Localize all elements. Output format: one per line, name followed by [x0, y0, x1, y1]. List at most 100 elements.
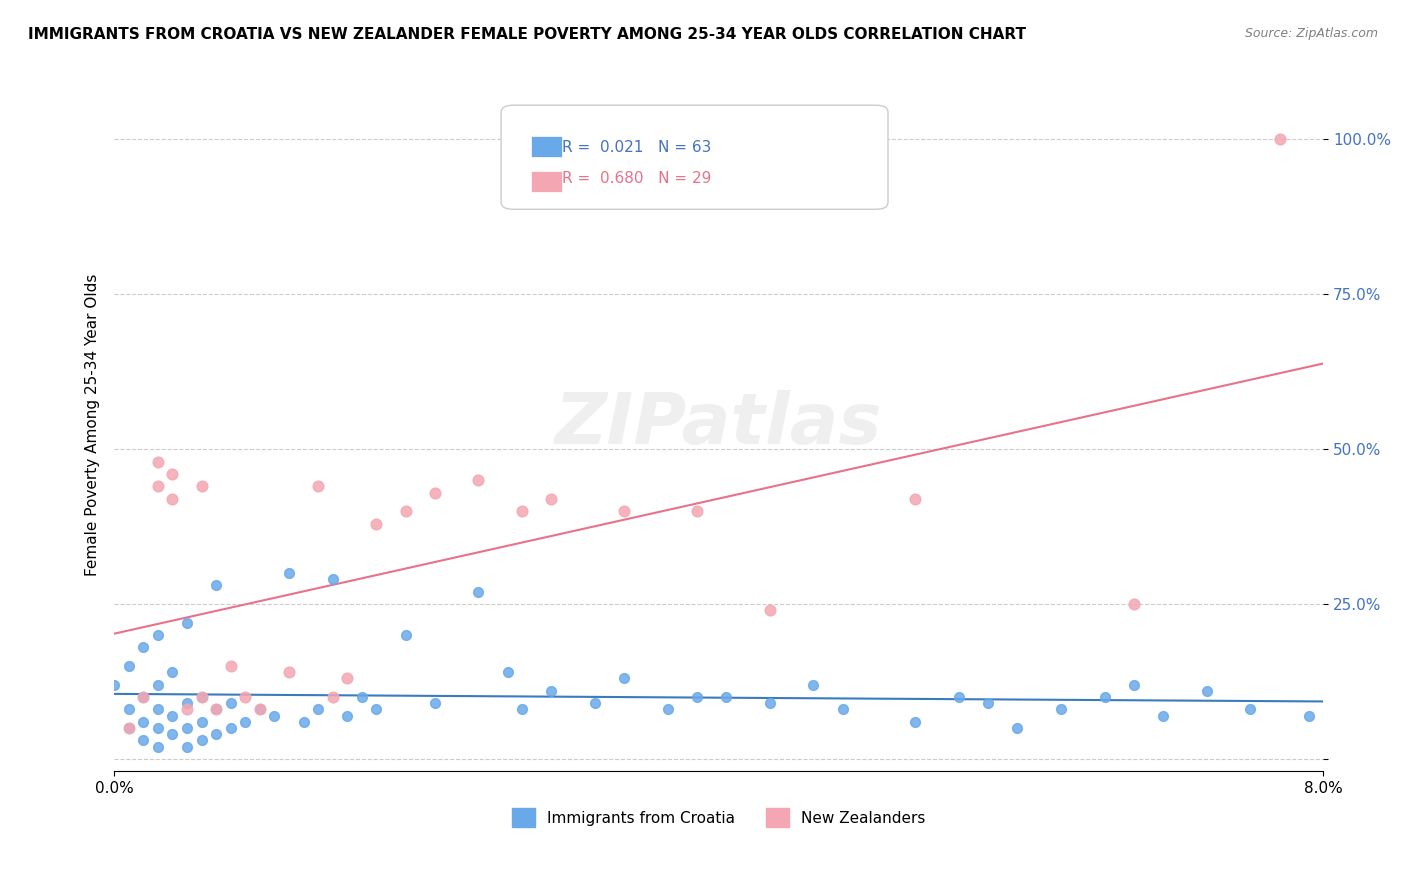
New Zealanders	[336, 672, 359, 686]
Immigrants from Croatia	[278, 566, 301, 580]
Y-axis label: Female Poverty Among 25-34 Year Olds: Female Poverty Among 25-34 Year Olds	[86, 273, 100, 575]
Immigrants from Croatia	[118, 721, 141, 735]
Text: R =  0.021   N = 63: R = 0.021 N = 63	[561, 140, 711, 155]
New Zealanders	[423, 485, 446, 500]
Immigrants from Croatia	[496, 665, 519, 680]
Immigrants from Croatia	[540, 683, 562, 698]
Immigrants from Croatia	[190, 733, 212, 747]
New Zealanders	[190, 479, 212, 493]
FancyBboxPatch shape	[531, 171, 561, 192]
Immigrants from Croatia	[132, 640, 155, 655]
New Zealanders	[1268, 132, 1291, 146]
Immigrants from Croatia	[350, 690, 373, 704]
Immigrants from Croatia	[205, 578, 228, 592]
Immigrants from Croatia	[103, 678, 125, 692]
New Zealanders	[540, 491, 562, 506]
Immigrants from Croatia	[977, 696, 1000, 710]
Immigrants from Croatia	[1007, 721, 1029, 735]
Immigrants from Croatia	[118, 659, 141, 673]
Immigrants from Croatia	[714, 690, 737, 704]
New Zealanders	[904, 491, 927, 506]
Immigrants from Croatia	[219, 696, 242, 710]
New Zealanders	[146, 454, 169, 468]
Immigrants from Croatia	[1298, 708, 1320, 723]
Immigrants from Croatia	[1152, 708, 1174, 723]
New Zealanders	[758, 603, 780, 617]
Immigrants from Croatia	[118, 702, 141, 716]
Immigrants from Croatia	[613, 672, 636, 686]
Immigrants from Croatia	[1050, 702, 1073, 716]
Immigrants from Croatia	[686, 690, 709, 704]
Immigrants from Croatia	[831, 702, 853, 716]
New Zealanders	[366, 516, 388, 531]
Immigrants from Croatia	[132, 714, 155, 729]
New Zealanders	[278, 665, 301, 680]
New Zealanders	[219, 659, 242, 673]
New Zealanders	[322, 690, 344, 704]
New Zealanders	[613, 504, 636, 518]
Immigrants from Croatia	[263, 708, 285, 723]
Immigrants from Croatia	[394, 628, 416, 642]
Immigrants from Croatia	[292, 714, 315, 729]
Text: Source: ZipAtlas.com: Source: ZipAtlas.com	[1244, 27, 1378, 40]
New Zealanders	[1122, 597, 1144, 611]
New Zealanders	[190, 690, 212, 704]
New Zealanders	[162, 491, 184, 506]
Immigrants from Croatia	[1094, 690, 1116, 704]
Immigrants from Croatia	[162, 665, 184, 680]
Immigrants from Croatia	[190, 714, 212, 729]
Immigrants from Croatia	[366, 702, 388, 716]
Immigrants from Croatia	[132, 690, 155, 704]
Immigrants from Croatia	[162, 727, 184, 741]
New Zealanders	[467, 473, 489, 487]
Immigrants from Croatia	[322, 572, 344, 586]
Immigrants from Croatia	[1195, 683, 1218, 698]
New Zealanders	[176, 702, 198, 716]
Immigrants from Croatia	[803, 678, 825, 692]
New Zealanders	[132, 690, 155, 704]
Immigrants from Croatia	[146, 678, 169, 692]
New Zealanders	[307, 479, 329, 493]
Immigrants from Croatia	[1239, 702, 1261, 716]
New Zealanders	[394, 504, 416, 518]
Immigrants from Croatia	[205, 727, 228, 741]
Immigrants from Croatia	[307, 702, 329, 716]
Immigrants from Croatia	[233, 714, 256, 729]
Immigrants from Croatia	[146, 739, 169, 754]
Text: R =  0.680   N = 29: R = 0.680 N = 29	[561, 171, 711, 186]
Immigrants from Croatia	[219, 721, 242, 735]
Immigrants from Croatia	[758, 696, 780, 710]
Immigrants from Croatia	[1122, 678, 1144, 692]
Legend: Immigrants from Croatia, New Zealanders: Immigrants from Croatia, New Zealanders	[506, 802, 931, 833]
Text: ZIPatlas: ZIPatlas	[555, 390, 883, 458]
Immigrants from Croatia	[146, 721, 169, 735]
Immigrants from Croatia	[423, 696, 446, 710]
Immigrants from Croatia	[176, 721, 198, 735]
FancyBboxPatch shape	[501, 105, 889, 210]
Immigrants from Croatia	[657, 702, 679, 716]
Immigrants from Croatia	[132, 733, 155, 747]
Immigrants from Croatia	[205, 702, 228, 716]
Immigrants from Croatia	[583, 696, 606, 710]
Immigrants from Croatia	[176, 615, 198, 630]
New Zealanders	[510, 504, 533, 518]
Text: IMMIGRANTS FROM CROATIA VS NEW ZEALANDER FEMALE POVERTY AMONG 25-34 YEAR OLDS CO: IMMIGRANTS FROM CROATIA VS NEW ZEALANDER…	[28, 27, 1026, 42]
New Zealanders	[118, 721, 141, 735]
FancyBboxPatch shape	[531, 136, 561, 157]
New Zealanders	[249, 702, 271, 716]
Immigrants from Croatia	[948, 690, 970, 704]
Immigrants from Croatia	[190, 690, 212, 704]
Immigrants from Croatia	[176, 739, 198, 754]
Immigrants from Croatia	[176, 696, 198, 710]
New Zealanders	[233, 690, 256, 704]
Immigrants from Croatia	[162, 708, 184, 723]
Immigrants from Croatia	[904, 714, 927, 729]
New Zealanders	[205, 702, 228, 716]
Immigrants from Croatia	[146, 702, 169, 716]
Immigrants from Croatia	[510, 702, 533, 716]
Immigrants from Croatia	[467, 584, 489, 599]
New Zealanders	[686, 504, 709, 518]
Immigrants from Croatia	[336, 708, 359, 723]
Immigrants from Croatia	[249, 702, 271, 716]
Immigrants from Croatia	[146, 628, 169, 642]
